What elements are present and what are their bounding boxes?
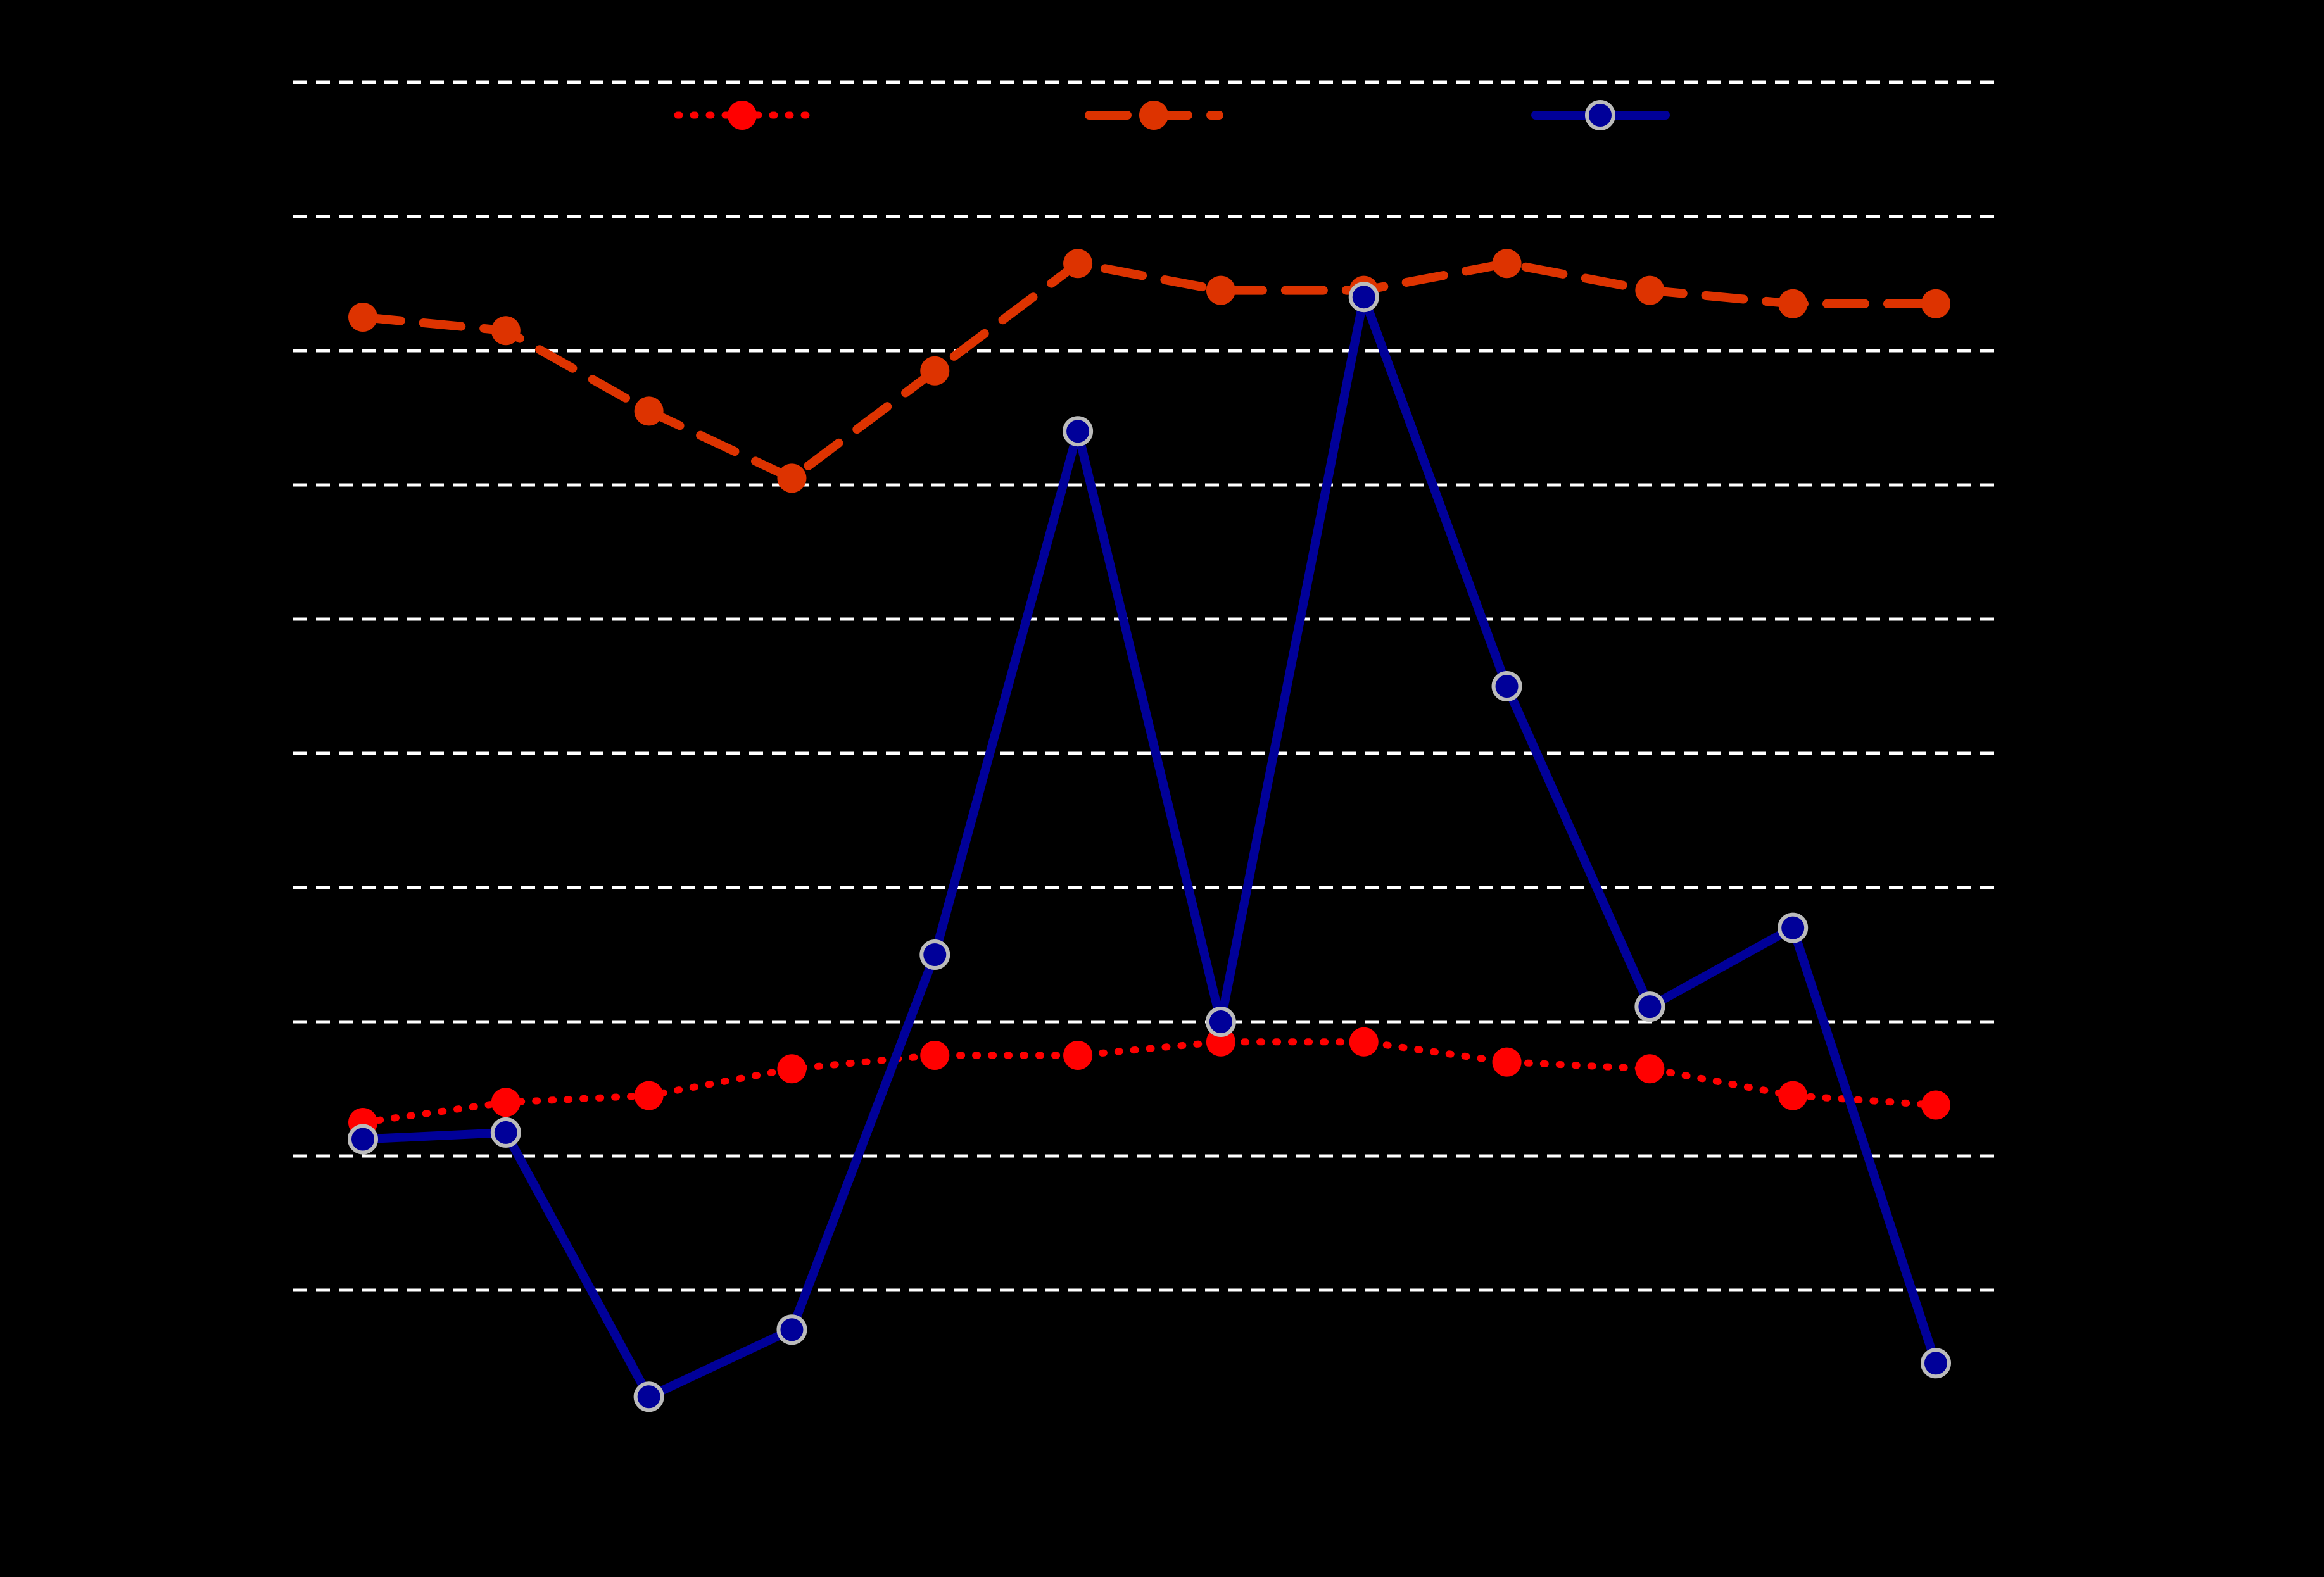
data-point-hrmed: [491, 316, 521, 346]
x-tick-label: Ago: [1315, 1490, 1412, 1550]
series-line-tmed: [359, 1038, 1940, 1126]
x-tick-label: Sep: [1458, 1490, 1555, 1550]
legend: Tmed Hrmed Prmed: [674, 84, 1875, 148]
data-point-hrmed: [1635, 275, 1665, 305]
x-tick-label: Nov: [1745, 1490, 1841, 1550]
legend-item-hrmed: Hrmed: [1085, 84, 1432, 148]
legend-swatch-marker: [1139, 101, 1168, 130]
data-point-prmed: [1205, 1007, 1236, 1037]
left-y-axis-title: °C: [60, 1042, 127, 1110]
left-y-axis-ticks: 0 10 20 30 40 50 60 70 80 90 100: [134, 53, 225, 1455]
data-point-hrmed: [1921, 289, 1950, 318]
data-point-prmed: [1634, 991, 1665, 1022]
gridlines: [293, 80, 1999, 1292]
data-point-prmed: [348, 1124, 378, 1155]
data-point-prmed: [1348, 282, 1379, 313]
right-tick-label: 1600: [2083, 53, 2204, 113]
right-tick-label: 0: [2083, 1395, 2114, 1455]
data-point-tmed: [1492, 1047, 1522, 1077]
right-tick-label: 800: [2083, 724, 2175, 784]
legend-label: Prmed: [1703, 84, 1875, 148]
data-point-prmed: [490, 1117, 521, 1148]
series-line-hrmed: [358, 259, 1940, 483]
right-tick-label: 1200: [2083, 388, 2204, 449]
data-point-prmed: [919, 939, 950, 970]
data-point-tmed: [634, 1081, 664, 1110]
data-point-hrmed: [1778, 289, 1808, 318]
right-tick-label: 1000: [2083, 556, 2204, 617]
right-tick-label: 200: [2083, 1227, 2175, 1288]
left-tick-label: 30: [164, 992, 225, 1053]
left-tick-label: 60: [164, 589, 225, 650]
legend-swatch-marker: [728, 101, 757, 130]
x-tick-label: Ene: [314, 1490, 411, 1550]
left-tick-label: 50: [164, 724, 225, 784]
left-tick-label: 80: [164, 321, 225, 382]
left-tick-label: 70: [164, 455, 225, 516]
data-point-prmed: [1063, 416, 1094, 447]
left-tick-label: 10: [164, 1260, 225, 1321]
data-point-prmed: [1778, 912, 1809, 943]
data-point-hrmed: [920, 356, 950, 386]
data-point-prmed: [776, 1314, 807, 1345]
left-tick-label: 20: [164, 1126, 225, 1187]
data-point-hrmed: [1206, 275, 1235, 305]
series-prmed: [348, 282, 1951, 1412]
left-tick-label: 40: [164, 858, 225, 919]
data-point-tmed: [1635, 1054, 1665, 1084]
x-axis-ticks: Ene Feb Mar Abr May Jun Jul Ago Sep Oct Nov Dic: [314, 1490, 1975, 1550]
series-tmed: [348, 1027, 1950, 1137]
data-point-hrmed: [1063, 249, 1093, 279]
data-point-tmed: [491, 1088, 521, 1117]
data-point-hrmed: [1492, 249, 1522, 279]
data-point-prmed: [633, 1381, 664, 1412]
right-y-axis-title: mm: [2225, 266, 2293, 367]
legend-swatch-marker: [1585, 100, 1615, 130]
left-tick-label: 90: [164, 187, 225, 248]
data-point-tmed: [920, 1041, 950, 1070]
legend-label: Tmed: [845, 84, 994, 148]
data-point-prmed: [1491, 671, 1522, 701]
legend-label: Hrmed: [1257, 84, 1432, 148]
left-tick-label: 0: [194, 1395, 225, 1455]
series-line-prmed: [358, 292, 1940, 1402]
data-point-tmed: [1778, 1081, 1808, 1110]
x-tick-label: Jul: [1186, 1490, 1256, 1550]
left-tick-label: 100: [134, 53, 225, 113]
x-tick-label: Abr: [750, 1490, 835, 1550]
data-point-tmed: [1349, 1027, 1379, 1057]
x-tick-label: Feb: [459, 1490, 553, 1550]
x-tick-label: Oct: [1607, 1490, 1692, 1550]
x-tick-label: May: [883, 1490, 986, 1550]
data-point-prmed: [1921, 1348, 1951, 1379]
x-tick-label: Dic: [1897, 1490, 1975, 1550]
legend-item-prmed: Prmed: [1531, 84, 1875, 148]
data-point-hrmed: [777, 463, 807, 493]
data-point-tmed: [777, 1054, 807, 1084]
legend-item-tmed: Tmed: [674, 84, 994, 148]
data-point-tmed: [1921, 1090, 1950, 1120]
x-tick-label: Mar: [602, 1490, 696, 1550]
data-point-tmed: [1063, 1041, 1093, 1070]
data-point-hrmed: [348, 303, 377, 332]
right-y-axis-ticks: 0 200 400 600 800 1000 1200 1400 1600: [2083, 53, 2204, 1455]
x-tick-label: Jun: [1034, 1490, 1122, 1550]
right-tick-label: 400: [2083, 1059, 2175, 1120]
data-point-hrmed: [634, 396, 664, 426]
right-tick-label: 1400: [2083, 220, 2204, 281]
right-tick-label: 600: [2083, 891, 2175, 952]
series: [348, 249, 1951, 1412]
